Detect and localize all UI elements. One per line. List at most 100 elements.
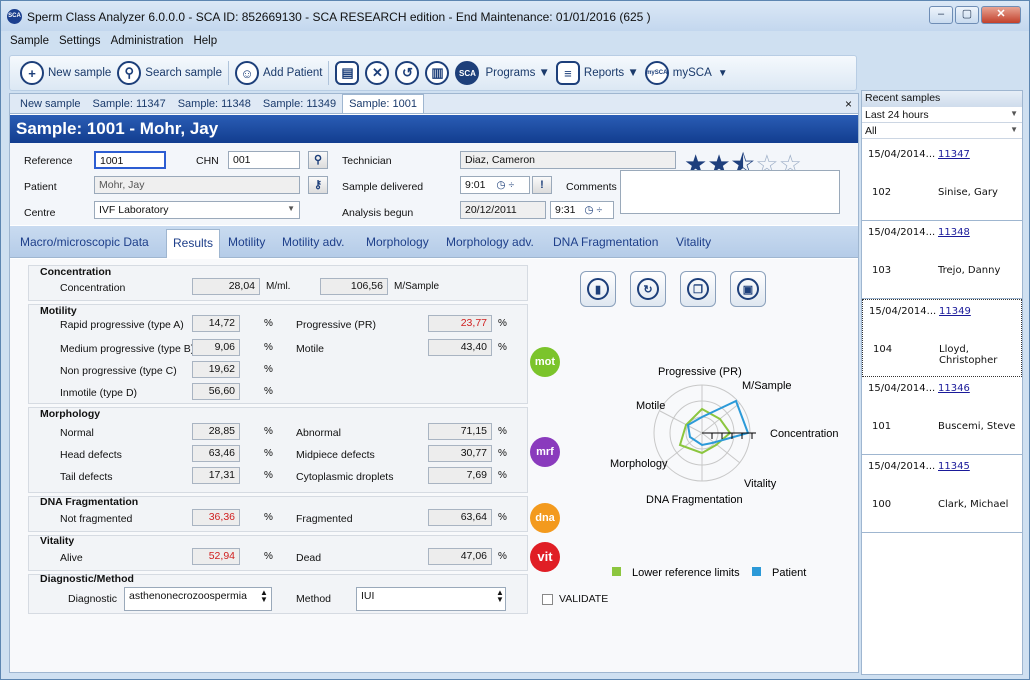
comments-input[interactable] xyxy=(620,170,840,214)
doc-tab-11347[interactable]: Sample: 11347 xyxy=(92,98,166,110)
menu-sample[interactable]: Sample xyxy=(10,35,49,47)
patient-name: Clark, Michael xyxy=(938,499,1009,510)
sample-link[interactable]: 11345 xyxy=(938,461,970,472)
recent-sample-card[interactable]: 15/04/2014... 11345 100 Clark, Michael xyxy=(862,455,1022,533)
centre-select[interactable]: IVF Laboratory ▼ xyxy=(94,201,300,219)
patient-key-button[interactable]: ⚷ xyxy=(308,176,328,194)
tab-motility[interactable]: Motility xyxy=(228,235,266,249)
menu-administration[interactable]: Administration xyxy=(110,35,184,47)
percent-unit: % xyxy=(264,426,273,437)
rapid-value: 14,72 xyxy=(192,315,240,332)
patient-field[interactable]: Mohr, Jay xyxy=(94,176,300,194)
sample-link[interactable]: 11349 xyxy=(939,306,971,317)
programs-button[interactable]: Programs ▼ xyxy=(485,67,549,79)
method-spinner[interactable]: ▲ ▼ xyxy=(496,588,504,604)
refresh-button[interactable]: ↺ xyxy=(395,61,420,85)
new-sample-button[interactable]: + New sample xyxy=(20,61,111,85)
document-button[interactable]: ▮ xyxy=(580,271,616,307)
tab-morphology[interactable]: Morphology xyxy=(366,235,429,249)
medium-value: 9,06 xyxy=(192,339,240,356)
search-sample-button[interactable]: ⚲ Search sample xyxy=(117,61,222,85)
diagnostic-spinner[interactable]: ▲ ▼ xyxy=(260,588,268,604)
app-logo-icon: SCA xyxy=(7,9,22,24)
status-filter-select[interactable]: All ▼ xyxy=(862,124,1022,139)
legend-lower-label: Lower reference limits xyxy=(632,567,740,579)
tab-vitality[interactable]: Vitality xyxy=(676,235,712,249)
alert-button[interactable]: ! xyxy=(532,176,552,194)
recent-sample-card[interactable]: 15/04/2014... 11349 104 Lloyd, Christoph… xyxy=(862,299,1022,377)
cancel-button[interactable]: ✕ xyxy=(365,61,390,85)
doc-tab-new-sample[interactable]: New sample xyxy=(20,98,81,110)
delete-button[interactable]: ▥ xyxy=(425,61,450,85)
not-fragmented-label: Not fragmented xyxy=(60,513,133,525)
tab-motility-adv[interactable]: Motility adv. xyxy=(282,235,345,249)
patient-number: 103 xyxy=(872,265,892,276)
mysca-button[interactable]: mySCA mySCA xyxy=(644,61,712,85)
minimize-button[interactable]: ‒ xyxy=(929,6,953,24)
copy-icon: ❐ xyxy=(687,278,709,300)
maximize-button[interactable]: ▢ xyxy=(955,6,979,24)
reference-input[interactable]: 1001 xyxy=(94,151,166,169)
chn-search-button[interactable]: ⚲ xyxy=(308,151,328,169)
menu-help[interactable]: Help xyxy=(193,35,218,47)
mrf-badge-button[interactable]: mrf xyxy=(530,437,560,467)
concentration-ticks xyxy=(702,432,756,439)
refresh-report-button[interactable]: ↻ xyxy=(630,271,666,307)
reports-button[interactable]: ≡ Reports ▼ xyxy=(555,61,639,85)
doc-tab-11349[interactable]: Sample: 11349 xyxy=(262,98,337,110)
tab-dna-fragmentation[interactable]: DNA Fragmentation xyxy=(553,235,659,249)
status-filter-value: All xyxy=(865,125,877,137)
radar-label-concentration: Concentration xyxy=(770,428,839,440)
recent-sample-card[interactable]: 15/04/2014... 11346 101 Buscemi, Steve xyxy=(862,377,1022,455)
technician-field[interactable]: Diaz, Cameron xyxy=(460,151,676,169)
analysis-date[interactable]: 20/12/2011 xyxy=(460,201,546,219)
midpiece-label: Midpiece defects xyxy=(296,449,375,461)
motile-value: 43,40 xyxy=(428,339,492,356)
title-bar: SCA Sperm Class Analyzer 6.0.0.0 - SCA I… xyxy=(1,1,1029,31)
radar-patient xyxy=(686,399,750,447)
diagnostic-label: Diagnostic xyxy=(68,593,118,605)
chn-input[interactable]: 001 xyxy=(228,151,300,169)
image-button[interactable]: ▣ xyxy=(730,271,766,307)
diagnostic-input[interactable]: asthenonecrozoospermia xyxy=(124,587,272,611)
menu-settings[interactable]: Settings xyxy=(59,35,101,47)
tab-morphology-adv[interactable]: Morphology adv. xyxy=(446,235,534,249)
close-tab-icon[interactable]: × xyxy=(844,97,852,111)
method-input[interactable]: IUI xyxy=(356,587,506,611)
radar-label-progressive: Progressive (PR) xyxy=(658,366,742,378)
legend-patient-swatch xyxy=(752,567,761,576)
validate-checkbox[interactable] xyxy=(542,594,553,605)
doc-tab-1001[interactable]: Sample: 1001 xyxy=(342,94,424,113)
time-filter-select[interactable]: Last 24 hours ▼ xyxy=(862,108,1022,123)
motile-label: Motile xyxy=(296,343,325,355)
vit-badge-button[interactable]: vit xyxy=(530,542,560,572)
medium-label: Medium progressive (type B) xyxy=(60,343,195,355)
toolbar-overflow-button[interactable]: ▼ xyxy=(717,67,728,79)
sample-link[interactable]: 11346 xyxy=(938,383,970,394)
copy-button[interactable]: ❐ xyxy=(680,271,716,307)
concentration-sample-value: 106,56 xyxy=(320,278,388,295)
patient-name: Trejo, Danny xyxy=(938,265,1001,276)
progressive-label: Progressive (PR) xyxy=(296,319,376,331)
recent-sample-card[interactable]: 15/04/2014... 11348 103 Trejo, Danny xyxy=(862,221,1022,299)
add-patient-button[interactable]: ☺ Add Patient xyxy=(235,61,322,85)
results-tabs: Macro/microscopic Data Results Motility … xyxy=(10,226,858,258)
doc-tab-11348[interactable]: Sample: 11348 xyxy=(177,98,251,110)
tab-macro[interactable]: Macro/microscopic Data xyxy=(20,235,149,249)
percent-unit: % xyxy=(264,318,273,329)
percent-unit: % xyxy=(498,426,507,437)
sample-delivered-time[interactable]: 9:01 ◷ ÷ xyxy=(460,176,530,194)
dna-badge-button[interactable]: dna xyxy=(530,503,560,533)
sample-link[interactable]: 11347 xyxy=(938,149,970,160)
sample-link[interactable]: 11348 xyxy=(938,227,970,238)
recent-sample-card[interactable]: 15/04/2014... 11347 102 Sinise, Gary xyxy=(862,143,1022,221)
sca-button[interactable]: SCA xyxy=(455,61,480,85)
tab-results[interactable]: Results xyxy=(166,229,221,258)
concentration-value: 28,04 xyxy=(192,278,260,295)
close-window-button[interactable]: ✕ xyxy=(981,6,1021,24)
analysis-time[interactable]: 9:31 ◷ ÷ xyxy=(550,201,614,219)
mot-badge-button[interactable]: mot xyxy=(530,347,560,377)
cytoplasmic-label: Cytoplasmic droplets xyxy=(296,471,394,483)
save-button[interactable]: ▤ xyxy=(335,61,360,85)
comments-label: Comments xyxy=(566,181,617,193)
